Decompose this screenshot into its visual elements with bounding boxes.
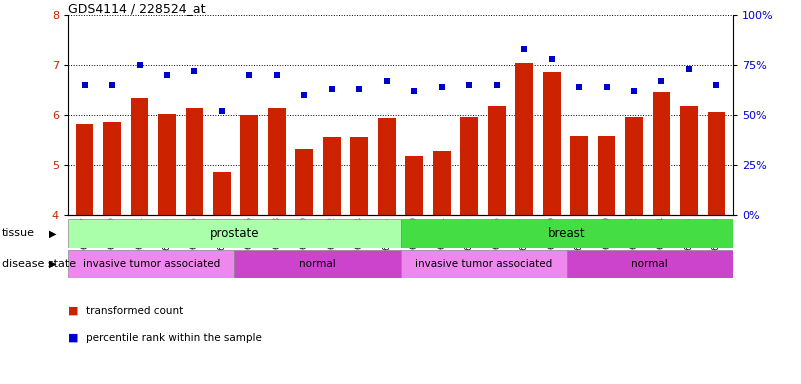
Bar (400, 219, 733, 248)
Bar (235, 250, 400, 278)
Bar (400, 250, 567, 278)
Point (298, 92, 311, 98)
Text: ▶: ▶ (49, 259, 57, 269)
Point (243, 72, 256, 78)
Text: tissue: tissue (2, 228, 34, 238)
Text: percentile rank within the sample: percentile rank within the sample (86, 333, 262, 343)
Text: ▶: ▶ (49, 228, 57, 238)
Bar (131, 98, 148, 215)
Bar (268, 108, 286, 215)
Text: ■: ■ (68, 333, 78, 343)
Bar (350, 137, 368, 215)
Point (106, 82, 119, 88)
Point (710, 82, 723, 88)
Point (628, 88, 641, 94)
Point (600, 84, 613, 90)
Text: ■: ■ (68, 306, 78, 316)
Point (133, 62, 146, 68)
Point (78, 82, 91, 88)
Point (215, 108, 228, 114)
Text: prostate: prostate (210, 227, 259, 240)
Point (545, 56, 558, 62)
Bar (103, 122, 121, 215)
Point (573, 84, 586, 90)
Bar (158, 114, 176, 215)
Point (435, 84, 448, 90)
Bar (567, 250, 733, 278)
Point (188, 68, 201, 74)
Point (655, 78, 668, 84)
Text: normal: normal (631, 259, 668, 269)
Bar (323, 137, 340, 215)
Bar (542, 72, 561, 215)
Bar (598, 136, 615, 215)
Text: normal: normal (299, 259, 336, 269)
Text: breast: breast (548, 227, 586, 240)
Text: GDS4114 / 228524_at: GDS4114 / 228524_at (68, 2, 206, 15)
Bar (240, 115, 259, 215)
Bar (213, 172, 231, 215)
Point (517, 46, 530, 52)
Point (325, 86, 338, 92)
Bar (186, 108, 203, 215)
Bar (405, 156, 423, 215)
Bar (653, 92, 670, 215)
Bar (433, 151, 451, 215)
Text: disease state: disease state (2, 259, 76, 269)
Bar (68, 219, 400, 248)
Point (682, 66, 695, 72)
Bar (75, 124, 94, 215)
Point (271, 72, 284, 78)
Bar (378, 118, 396, 215)
Point (160, 72, 173, 78)
Bar (296, 149, 313, 215)
Point (380, 78, 393, 84)
Bar (488, 106, 505, 215)
Point (490, 82, 503, 88)
Bar (707, 112, 726, 215)
Bar (625, 117, 643, 215)
Text: transformed count: transformed count (86, 306, 183, 316)
Bar (570, 136, 588, 215)
Bar (461, 117, 478, 215)
Point (463, 82, 476, 88)
Point (408, 88, 421, 94)
Text: invasive tumor associated: invasive tumor associated (415, 259, 552, 269)
Bar (68, 250, 235, 278)
Point (353, 86, 366, 92)
Bar (680, 106, 698, 215)
Text: invasive tumor associated: invasive tumor associated (83, 259, 219, 269)
Bar (515, 63, 533, 215)
